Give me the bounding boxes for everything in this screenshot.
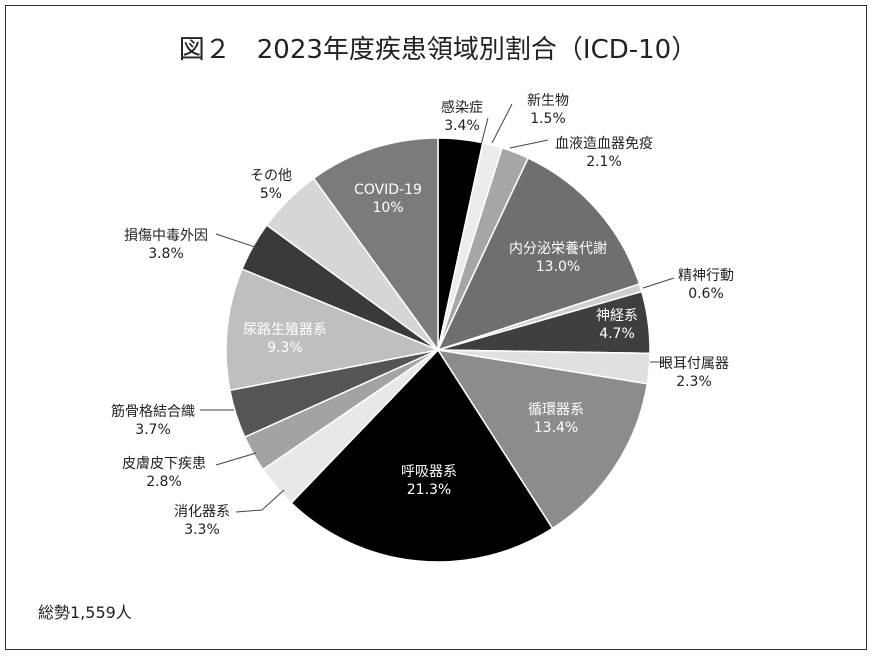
slice-value-4: 13.0% — [536, 259, 580, 275]
slice-value-13: 9.3% — [267, 340, 303, 356]
slice-label-15: その他 — [250, 168, 292, 184]
pie-slice-4 — [436, 157, 641, 352]
slice-label-7: 眼耳付属器 — [659, 356, 729, 372]
slice-value-3: 2.1% — [586, 154, 622, 170]
slice-value-14: 3.8% — [148, 246, 184, 262]
slice-label-10: 消化器系 — [174, 504, 230, 520]
slice-label-13: 尿路生殖器系 — [243, 321, 327, 338]
slice-label-3: 血液造血器免疫 — [555, 136, 653, 152]
slice-label-1: 感染症 — [441, 99, 483, 116]
slice-label-6: 神経系 — [596, 308, 638, 324]
pie-slice-9 — [290, 348, 554, 563]
slice-value-16: 10% — [372, 200, 403, 216]
slice-value-10: 3.3% — [184, 522, 220, 538]
total-count: 総勢1,559人 — [38, 603, 132, 622]
slice-value-1: 3.4% — [444, 118, 480, 134]
leader-line-1 — [480, 117, 489, 146]
chart-title: 図２ 2023年度疾患領域別割合（ICD-10） — [179, 35, 697, 65]
slice-label-12: 筋骨格結合織 — [111, 403, 195, 420]
slice-label-4: 内分泌栄養代謝 — [509, 240, 607, 257]
slice-value-8: 13.4% — [534, 420, 578, 436]
slice-label-5: 精神行動 — [678, 268, 734, 284]
leader-line-10 — [235, 489, 285, 513]
chart-frame — [5, 5, 867, 650]
slice-value-12: 3.7% — [135, 422, 171, 438]
slice-value-9: 21.3% — [407, 482, 451, 498]
slice-label-2: 新生物 — [527, 93, 569, 109]
slice-value-2: 1.5% — [530, 111, 566, 127]
leader-line-5 — [642, 277, 675, 289]
slice-label-14: 損傷中毒外因 — [124, 228, 208, 244]
slice-value-11: 2.8% — [146, 474, 182, 490]
leader-line-11 — [215, 452, 257, 466]
leader-line-2 — [491, 103, 513, 144]
leader-line-3 — [509, 139, 549, 149]
slice-label-8: 循環器系 — [528, 402, 584, 418]
pie-slice-16 — [312, 137, 439, 353]
slice-value-15: 5% — [260, 186, 282, 202]
leader-line-14 — [215, 233, 259, 249]
pie-slice-8 — [436, 348, 649, 530]
slice-value-5: 0.6% — [688, 286, 724, 302]
slice-label-9: 呼吸器系 — [401, 464, 457, 480]
slice-label-16: COVID-19 — [354, 182, 422, 198]
slice-value-7: 2.3% — [676, 374, 712, 390]
slice-label-11: 皮膚皮下疾患 — [122, 456, 206, 472]
pie-slice-13 — [225, 268, 441, 392]
slice-value-6: 4.7% — [599, 326, 635, 342]
